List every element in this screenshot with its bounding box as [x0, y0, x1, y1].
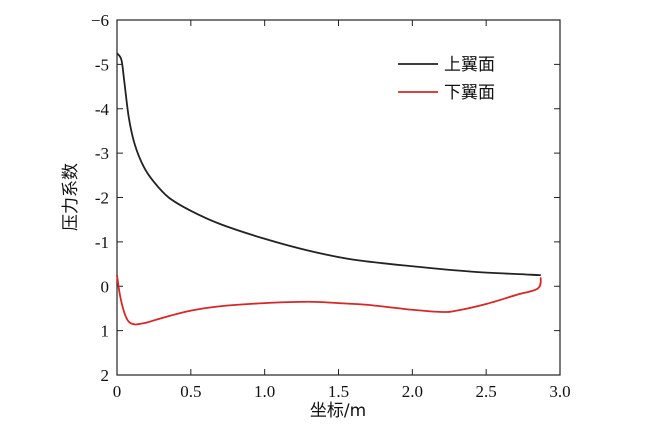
y-axis-title: 压力系数: [61, 163, 81, 231]
series-line-upper: [116, 52, 541, 277]
legend-label: 下翼面: [444, 83, 495, 103]
y-tick-label: -3: [95, 144, 109, 163]
y-tick-label: 1: [101, 322, 110, 341]
series-line-lower: [116, 275, 542, 326]
x-axis-ticks: 0 0.5 1.0 1.5 2.0 2.5 3.0: [113, 20, 571, 401]
x-tick-label: 0.5: [180, 382, 201, 401]
x-tick-label: 2.5: [476, 382, 497, 401]
y-tick-label: -2: [95, 189, 109, 208]
x-tick-label: 0: [113, 382, 122, 401]
y-tick-label: −6: [91, 11, 109, 30]
x-tick-label: 3.0: [549, 382, 570, 401]
x-tick-label: 1.0: [254, 382, 275, 401]
y-tick-label: -5: [95, 55, 109, 74]
series-layer: [116, 52, 542, 326]
y-axis-ticks: −6 -5 -4 -3 -2 -1 0 1 2: [91, 11, 560, 385]
x-tick-label: 2.0: [402, 382, 423, 401]
x-tick-label: 1.5: [328, 382, 349, 401]
y-tick-label: -4: [95, 100, 110, 119]
y-tick-label: 0: [101, 277, 110, 296]
legend-label: 上翼面: [444, 55, 495, 75]
x-axis-title: 坐标/m: [310, 401, 366, 421]
y-tick-label: -1: [95, 233, 109, 252]
y-tick-label: 2: [101, 366, 110, 385]
